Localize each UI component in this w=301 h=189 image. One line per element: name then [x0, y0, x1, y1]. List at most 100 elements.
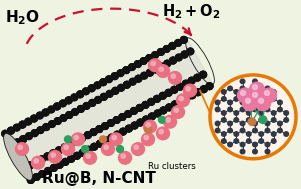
- Circle shape: [39, 171, 46, 177]
- Circle shape: [141, 72, 147, 79]
- Circle shape: [54, 118, 61, 124]
- Circle shape: [181, 51, 188, 58]
- Circle shape: [44, 153, 51, 160]
- Circle shape: [2, 130, 9, 137]
- Circle shape: [200, 71, 206, 78]
- Circle shape: [166, 104, 172, 111]
- Circle shape: [79, 135, 85, 142]
- Circle shape: [113, 117, 120, 123]
- Circle shape: [73, 138, 80, 145]
- Circle shape: [38, 156, 45, 163]
- Circle shape: [240, 107, 245, 112]
- Circle shape: [67, 141, 74, 148]
- Circle shape: [253, 100, 257, 105]
- Circle shape: [65, 97, 72, 104]
- Circle shape: [20, 136, 26, 143]
- Circle shape: [90, 129, 97, 136]
- Circle shape: [247, 132, 251, 136]
- Circle shape: [253, 128, 257, 133]
- Circle shape: [97, 140, 103, 147]
- Circle shape: [25, 118, 32, 125]
- Circle shape: [73, 138, 80, 145]
- Circle shape: [129, 78, 136, 85]
- Circle shape: [8, 127, 14, 134]
- Circle shape: [101, 94, 107, 100]
- Circle shape: [146, 55, 153, 61]
- Circle shape: [85, 146, 92, 153]
- Circle shape: [200, 71, 206, 78]
- Circle shape: [131, 122, 138, 129]
- Circle shape: [77, 106, 84, 112]
- Circle shape: [278, 128, 282, 133]
- Circle shape: [152, 52, 159, 58]
- Circle shape: [262, 88, 277, 103]
- Circle shape: [61, 143, 75, 155]
- Circle shape: [265, 149, 270, 154]
- Circle shape: [234, 139, 239, 143]
- Circle shape: [181, 36, 187, 43]
- Circle shape: [247, 90, 251, 94]
- Circle shape: [50, 150, 57, 157]
- Circle shape: [272, 90, 276, 94]
- Circle shape: [67, 141, 74, 148]
- Circle shape: [222, 139, 226, 143]
- Circle shape: [136, 105, 143, 111]
- Circle shape: [96, 126, 103, 132]
- Circle shape: [101, 94, 107, 100]
- Circle shape: [112, 88, 119, 94]
- Circle shape: [54, 103, 61, 110]
- Circle shape: [181, 51, 188, 58]
- Circle shape: [144, 120, 157, 133]
- Circle shape: [102, 123, 108, 129]
- Circle shape: [222, 97, 226, 101]
- Circle shape: [272, 118, 276, 122]
- Circle shape: [157, 49, 164, 55]
- Circle shape: [160, 107, 167, 114]
- Circle shape: [147, 69, 153, 76]
- Circle shape: [89, 100, 96, 106]
- Circle shape: [152, 66, 159, 73]
- Circle shape: [123, 67, 130, 74]
- Circle shape: [131, 108, 137, 114]
- Circle shape: [51, 153, 55, 157]
- Circle shape: [110, 133, 123, 146]
- Circle shape: [265, 86, 270, 91]
- Circle shape: [50, 150, 57, 157]
- Circle shape: [265, 121, 270, 126]
- Circle shape: [177, 98, 184, 105]
- Circle shape: [43, 124, 50, 130]
- Circle shape: [50, 150, 57, 157]
- Circle shape: [100, 79, 107, 86]
- Circle shape: [179, 96, 183, 101]
- Circle shape: [154, 110, 161, 117]
- Circle shape: [106, 91, 113, 97]
- Circle shape: [102, 123, 108, 129]
- Circle shape: [169, 57, 176, 64]
- Circle shape: [119, 114, 126, 120]
- Circle shape: [137, 119, 144, 126]
- Circle shape: [27, 162, 34, 169]
- Circle shape: [54, 118, 61, 124]
- Circle shape: [59, 100, 66, 107]
- Circle shape: [126, 125, 132, 132]
- Circle shape: [144, 126, 151, 133]
- Circle shape: [112, 135, 116, 140]
- Circle shape: [240, 149, 245, 154]
- Circle shape: [148, 113, 155, 120]
- Circle shape: [91, 143, 98, 150]
- Circle shape: [79, 135, 85, 142]
- Circle shape: [194, 74, 201, 81]
- Circle shape: [166, 118, 170, 122]
- Circle shape: [143, 116, 150, 123]
- Circle shape: [158, 63, 165, 70]
- Circle shape: [189, 92, 196, 99]
- Circle shape: [20, 136, 26, 143]
- Circle shape: [171, 86, 178, 93]
- Circle shape: [164, 60, 171, 67]
- Circle shape: [215, 100, 220, 105]
- Circle shape: [141, 72, 147, 79]
- Circle shape: [68, 156, 75, 162]
- Circle shape: [137, 119, 144, 126]
- Circle shape: [157, 127, 169, 140]
- Circle shape: [215, 121, 220, 126]
